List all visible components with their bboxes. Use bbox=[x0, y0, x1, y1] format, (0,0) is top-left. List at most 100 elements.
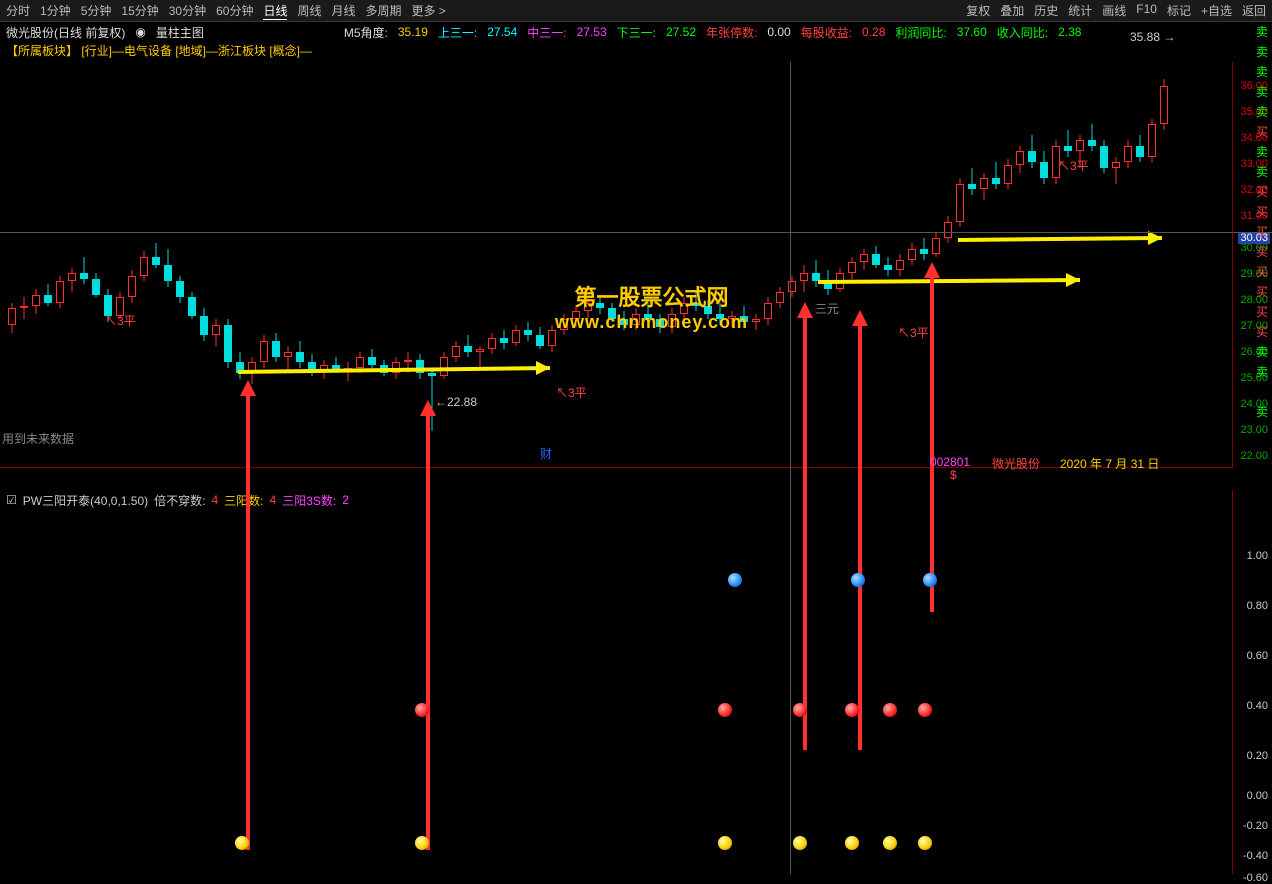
signal-dot-red bbox=[415, 703, 429, 717]
timeframe-tab[interactable]: 分时 bbox=[6, 2, 30, 20]
signal-dot-yellow bbox=[235, 836, 249, 850]
side-label: 卖 bbox=[1252, 62, 1272, 82]
m5-label: M5角度: bbox=[344, 24, 388, 41]
annotation: ←22.88 bbox=[435, 395, 477, 409]
watermark: 第一股票公式网www.chnmoney.com bbox=[555, 280, 748, 333]
top-menu-item[interactable]: 画线 bbox=[1102, 2, 1126, 19]
annotation: 用到未来数据 bbox=[2, 430, 74, 447]
signal-dot-blue bbox=[728, 573, 742, 587]
ind-name: PW三阳开泰(40,0,1.50) bbox=[23, 492, 148, 509]
s3-label: 下三一: bbox=[617, 24, 656, 41]
y-tick: -0.40 bbox=[1243, 850, 1268, 862]
ind-b-label: 三阳数: bbox=[224, 492, 263, 509]
timeframe-tab[interactable]: 月线 bbox=[332, 2, 356, 20]
y-tick: 1.00 bbox=[1247, 550, 1268, 562]
top-menu-item[interactable]: +自选 bbox=[1201, 2, 1232, 19]
annotation: ↖3平 bbox=[556, 384, 587, 401]
annotation: 35.88 → bbox=[1130, 30, 1175, 44]
annotation: $ bbox=[950, 468, 957, 482]
s2-label: 中三一: bbox=[527, 24, 566, 41]
signal-dot-yellow bbox=[793, 836, 807, 850]
ind-c-label: 三阳3S数: bbox=[282, 492, 336, 509]
timeframe-tab[interactable]: 更多 > bbox=[412, 2, 446, 20]
top-menu-item[interactable]: 统计 bbox=[1068, 2, 1092, 19]
profit-label: 利润同比: bbox=[895, 24, 946, 41]
side-label: 卖 bbox=[1252, 342, 1272, 362]
top-menu-right: 复权叠加历史统计画线 F10 标记 +自选返回 bbox=[966, 2, 1266, 19]
top-menu-item[interactable]: F10 bbox=[1136, 2, 1157, 19]
top-menu-item[interactable]: 历史 bbox=[1034, 2, 1058, 19]
side-label: 买 bbox=[1252, 242, 1272, 262]
side-label: 卖 bbox=[1252, 82, 1272, 102]
top-menu: 分时 1分钟 5分钟 15分钟 30分钟 60分钟日线周线月线多周期更多 > 复权叠加历史… bbox=[0, 0, 1272, 22]
signal-dot-red bbox=[845, 703, 859, 717]
s3-val: 27.52 bbox=[666, 25, 696, 39]
indicator-name: 量柱主图 bbox=[156, 24, 204, 41]
side-label: 卖 bbox=[1252, 402, 1272, 422]
signal-dot-yellow bbox=[845, 836, 859, 850]
side-label: 卖 bbox=[1252, 102, 1272, 122]
timeframe-tab[interactable]: 30分钟 bbox=[169, 2, 206, 20]
timeframe-tab[interactable]: 多周期 bbox=[366, 2, 402, 20]
timeframe-tab[interactable]: 1分钟 bbox=[40, 2, 71, 20]
y-tick: 0.40 bbox=[1247, 700, 1268, 712]
title-strip: 微光股份(日线 前复权) ◉ 量柱主图 M5角度:35.19 上三一:27.54… bbox=[0, 22, 1272, 42]
ind-a-label: 倍不穿数: bbox=[154, 492, 205, 509]
side-label bbox=[1252, 382, 1272, 402]
annotation: 微光股份 bbox=[992, 455, 1040, 472]
annotation: 三元 bbox=[815, 300, 839, 317]
side-label: 买 bbox=[1252, 202, 1272, 222]
timeframe-tab[interactable]: 5分钟 bbox=[81, 2, 112, 20]
rev-label: 收入同比: bbox=[997, 24, 1048, 41]
top-menu-item[interactable]: 叠加 bbox=[1000, 2, 1024, 19]
y-tick: 0.60 bbox=[1247, 650, 1268, 662]
annotation: 2020 年 7 月 31 日 bbox=[1060, 455, 1159, 472]
top-menu-item[interactable]: 复权 bbox=[966, 2, 990, 19]
y-tick: 0.20 bbox=[1247, 750, 1268, 762]
y-tick: 22.00 bbox=[1240, 450, 1268, 462]
side-label: 卖 bbox=[1252, 142, 1272, 162]
timeframe-tab[interactable]: 15分钟 bbox=[121, 2, 158, 20]
indicator-y-axis: 1.000.800.600.400.200.00-0.20-0.40-0.60 bbox=[1232, 490, 1272, 874]
indicator-panel[interactable]: ☑ PW三阳开泰(40,0,1.50) 倍不穿数:4 三阳数:4 三阳3S数:2 bbox=[0, 490, 1232, 874]
limit-val: 0.00 bbox=[767, 25, 790, 39]
annotation: 002801 bbox=[930, 455, 970, 469]
timeframe-tabs: 分时 1分钟 5分钟 15分钟 30分钟 60分钟日线周线月线多周期更多 > bbox=[6, 2, 446, 20]
ind-a-val: 4 bbox=[211, 493, 218, 507]
limit-label: 年张停数: bbox=[706, 24, 757, 41]
timeframe-tab[interactable]: 周线 bbox=[297, 2, 321, 20]
signal-dot-red bbox=[793, 703, 807, 717]
main-chart[interactable] bbox=[0, 62, 1232, 468]
annotation: ↖3平 bbox=[105, 312, 136, 329]
crosshair-v bbox=[790, 62, 791, 874]
y-tick: 0.00 bbox=[1247, 790, 1268, 802]
side-label: 买 bbox=[1252, 262, 1272, 282]
s2-val: 27.53 bbox=[577, 25, 607, 39]
ind-b-val: 4 bbox=[270, 493, 277, 507]
top-menu-item[interactable]: 返回 bbox=[1242, 2, 1266, 19]
ind-c-val: 2 bbox=[342, 493, 349, 507]
signal-dot-yellow bbox=[718, 836, 732, 850]
side-label: 卖 bbox=[1252, 42, 1272, 62]
indicator-icon: ◉ bbox=[135, 25, 145, 39]
signal-dot-yellow bbox=[415, 836, 429, 850]
m5-val: 35.19 bbox=[398, 25, 428, 39]
rev-val: 2.38 bbox=[1058, 25, 1081, 39]
side-label: 卖 bbox=[1252, 22, 1272, 42]
profit-val: 37.60 bbox=[957, 25, 987, 39]
s1-val: 27.54 bbox=[487, 25, 517, 39]
side-label: 买 bbox=[1252, 282, 1272, 302]
side-label: 卖 bbox=[1252, 362, 1272, 382]
s1-label: 上三一: bbox=[438, 24, 477, 41]
annotation: ↖3平 bbox=[898, 324, 929, 341]
signal-dot-red bbox=[718, 703, 732, 717]
side-label: 买 bbox=[1252, 122, 1272, 142]
signal-dot-red bbox=[883, 703, 897, 717]
timeframe-tab[interactable]: 60分钟 bbox=[216, 2, 253, 20]
y-tick: -0.20 bbox=[1243, 820, 1268, 832]
side-label: 卖 bbox=[1252, 162, 1272, 182]
top-menu-item[interactable]: 标记 bbox=[1167, 2, 1191, 19]
timeframe-tab[interactable]: 日线 bbox=[263, 2, 287, 20]
indicator-header: ☑ PW三阳开泰(40,0,1.50) 倍不穿数:4 三阳数:4 三阳3S数:2 bbox=[0, 490, 1232, 510]
side-label: 买 bbox=[1252, 322, 1272, 342]
